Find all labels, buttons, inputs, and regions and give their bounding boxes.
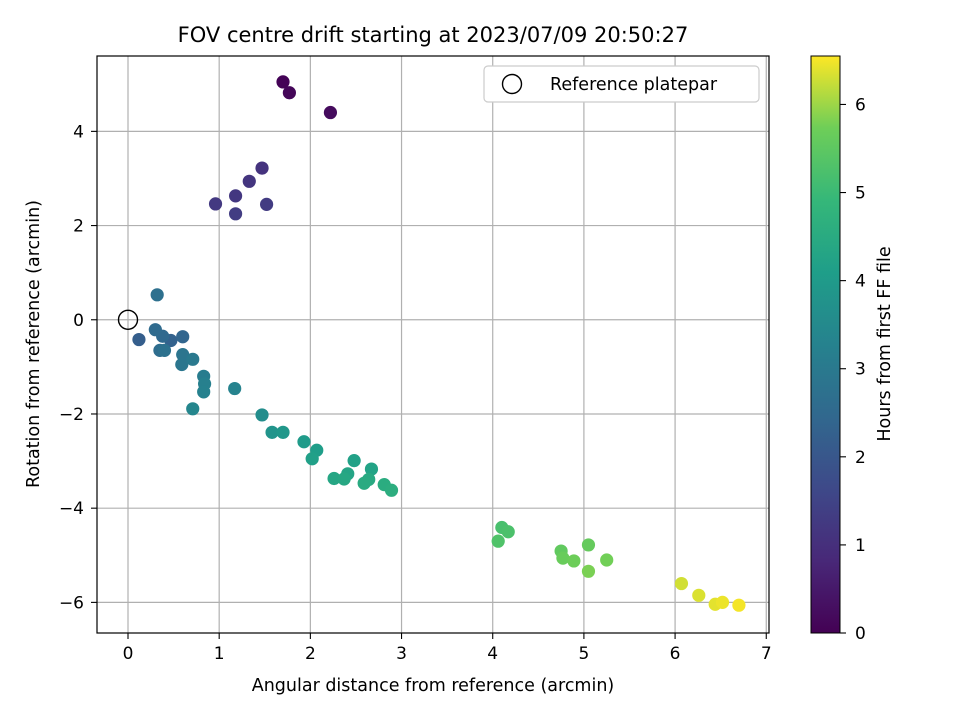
grid	[97, 56, 769, 633]
plot-frame	[96, 55, 770, 634]
data-point	[276, 75, 290, 89]
data-point	[491, 534, 505, 548]
colorbar-ticks: 0 1 2 3 4 5 6	[840, 95, 866, 644]
data-point	[305, 452, 319, 466]
data-point	[176, 348, 190, 362]
x-tick-label: 3	[396, 644, 407, 664]
data-point	[228, 189, 243, 203]
data-point	[327, 471, 341, 486]
data-point	[323, 105, 338, 120]
y-tick-label: −4	[59, 499, 84, 519]
data-point	[732, 598, 746, 612]
data-point	[175, 357, 189, 372]
data-point	[282, 86, 296, 100]
data-point	[364, 462, 379, 476]
data-point	[501, 525, 515, 539]
data-point	[384, 483, 399, 497]
data-point	[581, 538, 596, 552]
x-tick-label: 0	[123, 644, 134, 664]
y-tick-label: −2	[59, 405, 84, 425]
data-points	[117, 75, 746, 612]
y-axis-label: Rotation from reference (arcmin)	[24, 200, 44, 488]
data-point	[208, 197, 223, 211]
legend: Reference platepar	[483, 65, 760, 103]
colorbar-tick-label: 2	[855, 448, 866, 468]
data-point	[186, 402, 200, 416]
data-point	[337, 472, 351, 486]
data-point	[148, 323, 162, 337]
data-point	[715, 595, 730, 609]
data-point	[581, 564, 596, 578]
data-point	[228, 381, 242, 396]
x-tick-label: 6	[670, 644, 681, 664]
colorbar-tick-label: 1	[855, 536, 866, 556]
y-tick-label: 0	[73, 311, 84, 331]
legend-label: Reference platepar	[550, 75, 718, 95]
data-point	[197, 385, 211, 399]
data-point	[242, 174, 256, 188]
data-point	[228, 207, 243, 221]
y-tick-label: 4	[73, 122, 84, 142]
colorbar-tick-label: 4	[855, 272, 866, 292]
data-point	[347, 454, 361, 468]
colorbar-tick-label: 3	[855, 360, 866, 380]
legend-marker-open-circle	[501, 73, 523, 95]
y-tick-label: 2	[73, 217, 84, 237]
colorbar-gradient	[810, 55, 841, 634]
data-point	[276, 425, 290, 439]
data-point	[150, 288, 164, 302]
data-point	[556, 551, 570, 565]
data-point	[157, 343, 172, 357]
data-point	[132, 332, 146, 347]
y-tick-label: −6	[59, 593, 84, 613]
x-tick-label: 4	[487, 644, 498, 664]
data-point	[297, 435, 311, 449]
axes: 0 1 2 3 4 5 6 7 −6 −4 −2 0 2 4	[59, 122, 772, 664]
data-point	[255, 408, 269, 422]
reference-platepar-marker	[117, 309, 139, 330]
colorbar-tick-label: 5	[855, 184, 866, 204]
data-point	[692, 588, 706, 602]
data-point	[567, 554, 581, 568]
data-point	[255, 161, 269, 175]
colorbar-tick-label: 6	[855, 95, 866, 115]
x-tick-label: 1	[214, 644, 225, 664]
chart-title: FOV centre drift starting at 2023/07/09 …	[178, 23, 689, 47]
colorbar: 0 1 2 3 4 5 6 Hours from first FF file	[810, 55, 895, 644]
colorbar-tick-label: 0	[855, 624, 866, 644]
data-point	[186, 352, 200, 366]
x-tick-label: 5	[578, 644, 589, 664]
data-point	[357, 476, 371, 490]
x-tick-label: 7	[761, 644, 772, 664]
data-point	[259, 197, 274, 211]
data-point	[674, 576, 689, 591]
data-point	[265, 425, 279, 439]
data-point	[176, 330, 190, 344]
colorbar-label: Hours from first FF file	[875, 246, 895, 441]
x-axis-label: Angular distance from reference (arcmin)	[252, 676, 615, 696]
x-tick-label: 2	[305, 644, 316, 664]
legend-box	[483, 65, 760, 103]
data-point	[600, 553, 614, 567]
